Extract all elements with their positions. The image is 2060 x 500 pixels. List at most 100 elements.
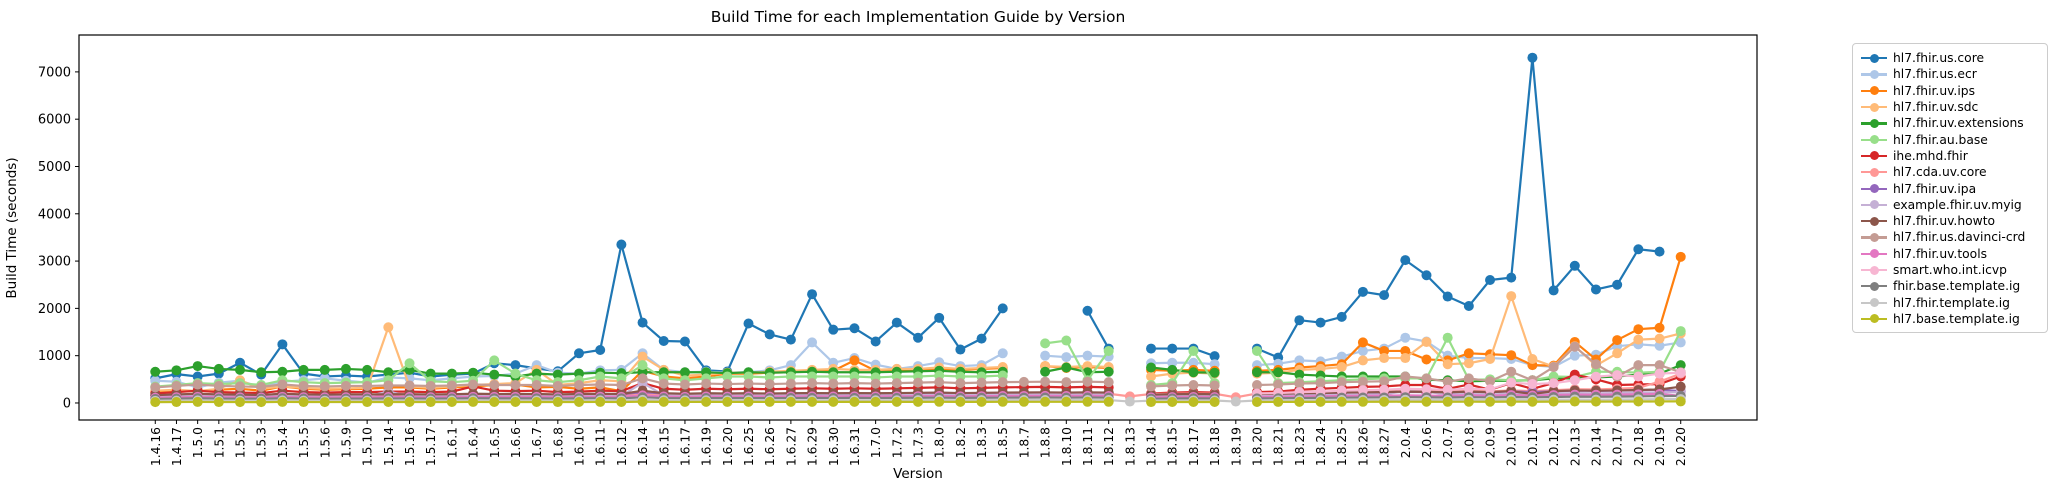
legend-marker-icon [1861,135,1887,145]
series-point-hl7.fhir.us.davinci-crd [1463,373,1474,384]
series-point-hl7.base.template.ig [1018,396,1029,407]
series-point-hl7.fhir.uv.sdc [1146,371,1157,382]
x-tick-label: 1.6.14 [636,427,650,466]
legend-item-hl7.fhir.uv.ips: hl7.fhir.uv.ips [1861,83,2039,99]
series-point-hl7.fhir.uv.extensions [362,364,373,375]
series-point-hl7.fhir.us.core [764,329,775,340]
series-point-hl7.fhir.us.core [1548,285,1559,296]
x-tick-label: 1.8.19 [1229,427,1243,466]
series-point-hl7.fhir.uv.extensions [192,361,203,372]
y-tick-label: 2000 [38,302,71,317]
series-point-hl7.base.template.ig [1548,396,1559,407]
x-tick-label: 1.8.8 [1039,427,1053,458]
series-point-smart.who.int.icvp [1590,371,1601,382]
y-tick-label: 4000 [38,207,71,222]
series-point-hl7.fhir.us.davinci-crd [235,381,246,392]
series-point-hl7.fhir.uv.extensions [150,366,161,377]
x-tick-label: 1.8.23 [1293,427,1307,466]
series-point-hl7.fhir.us.core [1209,351,1220,362]
series-line-hl7.fhir.us.davinci-crd [155,377,1109,389]
series-point-hl7.base.template.ig [1379,396,1390,407]
legend-item-hl7.fhir.uv.tools: hl7.fhir.uv.tools [1861,246,2039,262]
series-point-hl7.base.template.ig [637,396,648,407]
legend-marker-icon [1861,298,1887,308]
series-point-hl7.base.template.ig [1506,396,1517,407]
x-tick-label: 1.5.1 [212,427,226,458]
legend-label: hl7.fhir.us.core [1893,51,1985,66]
series-line-hl7.fhir.us.ecr [1045,354,1109,359]
x-tick-label: 2.0.13 [1568,427,1582,466]
x-tick-label: 1.8.27 [1378,427,1392,466]
series-point-hl7.fhir.us.core [955,344,966,355]
legend-item-ihe.mhd.fhir: ihe.mhd.fhir [1861,148,2039,164]
series-point-smart.who.int.icvp [1654,368,1665,379]
series-point-hl7.base.template.ig [1082,396,1093,407]
series-point-hl7.fhir.uv.ips [849,355,860,366]
legend-label: ihe.mhd.fhir [1893,148,1968,163]
series-point-hl7.fhir.us.davinci-crd [1379,376,1390,387]
series-point-hl7.base.template.ig [1188,396,1199,407]
series-point-smart.who.int.icvp [1379,384,1390,395]
series-line-hl7.fhir.uv.howto [155,389,1109,397]
x-tick-label: 1.8.5 [996,427,1010,458]
x-tick-label: 2.0.4 [1399,427,1413,458]
series-point-hl7.fhir.us.core [1146,343,1157,354]
series-point-hl7.fhir.uv.extensions [1103,366,1114,377]
series-point-hl7.base.template.ig [362,397,373,408]
x-tick-label: 1.6.25 [742,427,756,466]
series-point-hl7.base.template.ig [849,396,860,407]
series-point-hl7.fhir.template.ig [1230,396,1241,407]
legend-item-hl7.fhir.us.core: hl7.fhir.us.core [1861,50,2039,66]
x-tick-label: 1.5.17 [424,427,438,466]
x-tick-label: 2.0.19 [1653,427,1667,466]
series-point-hl7.fhir.us.core [1442,291,1453,302]
legend-marker-icon [1861,53,1887,63]
series-point-hl7.fhir.au.base [1040,338,1051,349]
series-point-smart.who.int.icvp [1336,385,1347,396]
series-point-hl7.fhir.uv.sdc [1357,355,1368,366]
y-tick-label: 7000 [38,65,71,80]
series-point-hl7.fhir.us.core [679,336,690,347]
series-point-hl7.fhir.us.davinci-crd [383,380,394,391]
series-point-hl7.fhir.us.davinci-crd [658,378,669,389]
series-point-hl7.base.template.ig [828,396,839,407]
x-tick-label: 1.8.11 [1081,427,1095,466]
series-point-hl7.fhir.uv.sdc [1379,353,1390,364]
x-tick-label: 1.6.11 [594,427,608,466]
x-tick-label: 2.0.10 [1505,427,1519,466]
x-tick-label: 1.8.26 [1356,427,1370,466]
series-point-hl7.fhir.us.core [1463,301,1474,312]
series-point-hl7.base.template.ig [383,396,394,407]
plot-frame [78,34,1758,421]
series-point-hl7.base.template.ig [1273,396,1284,407]
series-point-hl7.fhir.us.davinci-crd [192,379,203,390]
series-point-hl7.fhir.us.davinci-crd [1548,362,1559,373]
series-point-hl7.base.template.ig [1612,396,1623,407]
series-point-hl7.fhir.uv.sdc [1506,291,1517,302]
series-point-hl7.base.template.ig [1654,396,1665,407]
series-line-hl7.fhir.us.core [1086,310,1110,350]
series-point-hl7.fhir.uv.howto [1675,381,1686,392]
series-point-hl7.base.template.ig [1442,396,1453,407]
x-tick-label: 1.6.15 [657,427,671,466]
legend-marker-icon [1861,200,1887,210]
series-point-hl7.base.template.ig [785,396,796,407]
series-point-hl7.fhir.us.core [976,333,987,344]
series-point-hl7.base.template.ig [298,397,309,408]
series-point-hl7.fhir.au.base [1675,326,1686,337]
series-point-hl7.fhir.uv.extensions [679,367,690,378]
series-point-hl7.fhir.us.davinci-crd [340,380,351,391]
x-tick-label: 1.6.30 [827,427,841,466]
series-point-hl7.fhir.us.core [913,332,923,343]
series-point-hl7.fhir.au.base [404,358,415,369]
x-tick-label: 1.6.26 [763,427,777,466]
series-point-hl7.fhir.us.ecr [1188,357,1199,368]
series-point-hl7.fhir.us.davinci-crd [1294,378,1305,389]
series-point-hl7.fhir.au.base [722,371,733,382]
series-point-hl7.base.template.ig [1336,396,1347,407]
y-tick-label: 0 [63,396,71,411]
series-point-hl7.fhir.us.davinci-crd [1590,359,1601,370]
series-point-hl7.fhir.us.ecr [1294,355,1305,366]
legend-item-hl7.base.template.ig: hl7.base.template.ig [1861,311,2039,327]
legend-label: fhir.base.template.ig [1893,279,2021,294]
